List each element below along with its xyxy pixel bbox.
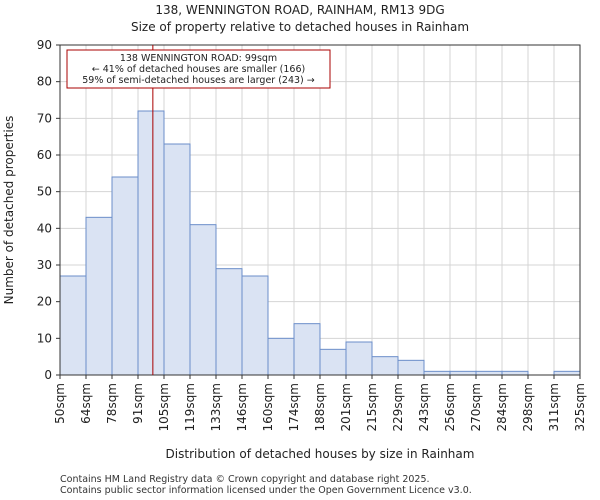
x-tick-label: 50sqm [53, 383, 67, 424]
x-tick-label: 133sqm [209, 383, 223, 431]
chart-subtitle: Size of property relative to detached ho… [130, 20, 470, 34]
bar-256sqm [449, 370, 477, 376]
x-tick-label: 215sqm [365, 383, 379, 431]
bar-201sqm [345, 341, 373, 376]
y-tick-label: 60 [37, 148, 52, 162]
y-tick-label: 40 [37, 221, 52, 235]
annotation-box [66, 49, 331, 89]
y-tick-label: 80 [37, 75, 52, 89]
x-tick-label: 174sqm [287, 383, 301, 431]
bar-64sqm [85, 216, 113, 376]
y-tick-label: 20 [37, 295, 52, 309]
x-tick-label: 243sqm [417, 383, 431, 431]
x-tick-label: 229sqm [391, 383, 405, 431]
y-tick-label: 30 [37, 258, 52, 272]
x-tick-label: 298sqm [521, 383, 535, 431]
bar-284sqm [501, 370, 529, 376]
annotation-line-2: ← 41% of detached houses are smaller (16… [92, 64, 305, 75]
y-tick-label: 70 [37, 111, 52, 125]
x-tick-label: 311sqm [547, 383, 561, 431]
bar-50sqm [59, 275, 87, 376]
x-tick-label: 160sqm [261, 383, 275, 431]
y-axis-label: Number of detached properties [2, 116, 16, 305]
x-tick-label: 78sqm [105, 383, 119, 424]
bar-119sqm [189, 224, 217, 376]
y-tick-label: 0 [44, 368, 52, 382]
x-tick-label: 105sqm [157, 383, 171, 431]
x-tick-label: 325sqm [573, 383, 587, 431]
y-tick-label: 50 [37, 185, 52, 199]
bar-215sqm [371, 356, 399, 376]
x-tick-label: 119sqm [183, 383, 197, 431]
bar-91sqm [137, 110, 165, 376]
x-tick-label: 201sqm [339, 383, 353, 431]
y-tick-label: 10 [37, 331, 52, 345]
bar-105sqm [163, 143, 191, 376]
x-tick-label: 256sqm [443, 383, 457, 431]
x-tick-label: 91sqm [131, 383, 145, 424]
footer-line-1: Contains HM Land Registry data © Crown c… [60, 474, 430, 485]
bar-78sqm [111, 176, 139, 376]
bar-229sqm [397, 359, 425, 376]
x-tick-label: 270sqm [469, 383, 483, 431]
bar-243sqm [423, 370, 451, 376]
x-tick-label: 64sqm [79, 383, 93, 424]
bar-160sqm [267, 337, 295, 376]
y-tick-label: 90 [37, 38, 52, 52]
x-tick-label: 188sqm [313, 383, 327, 431]
annotation-line-3: 59% of semi-detached houses are larger (… [82, 75, 315, 86]
x-tick-label: 146sqm [235, 383, 249, 431]
footer-line-2: Contains public sector information licen… [60, 485, 472, 496]
annotation-line-1: 138 WENNINGTON ROAD: 99sqm [120, 53, 277, 64]
x-tick-label: 284sqm [495, 383, 509, 431]
x-axis-label: Distribution of detached houses by size … [166, 447, 475, 461]
bar-270sqm [475, 370, 503, 376]
chart-title: 138, WENNINGTON ROAD, RAINHAM, RM13 9DG [155, 3, 445, 17]
bar-188sqm [319, 348, 347, 376]
bar-174sqm [293, 323, 321, 376]
bar-311sqm [553, 370, 581, 376]
bar-133sqm [215, 268, 243, 376]
bar-146sqm [241, 275, 269, 376]
